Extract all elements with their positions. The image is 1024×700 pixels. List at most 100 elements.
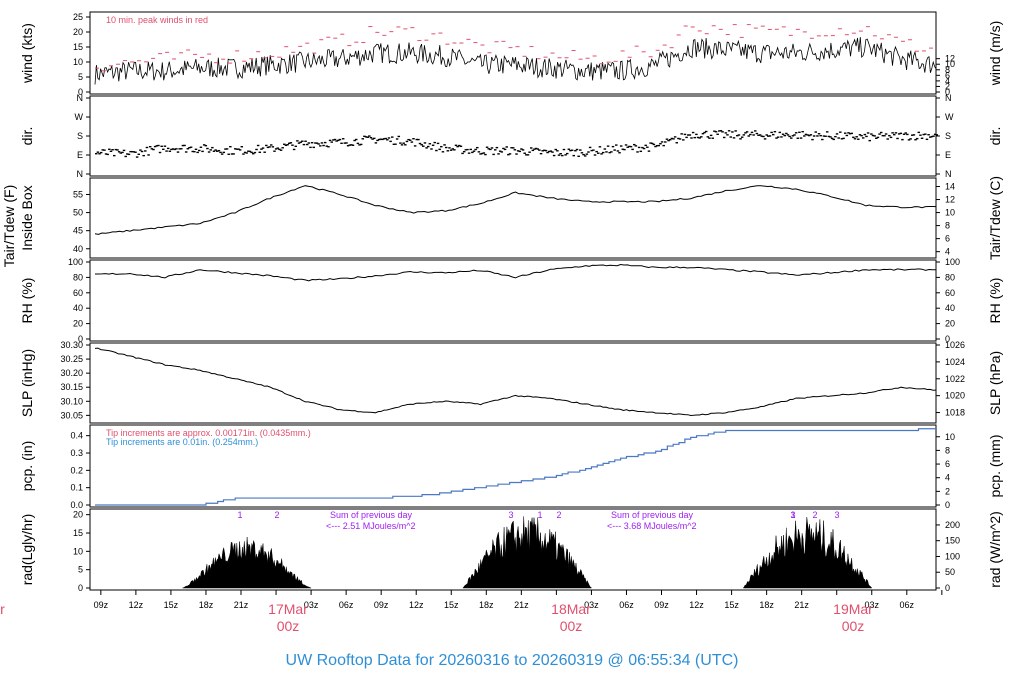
day-label-time: 00z — [277, 618, 300, 634]
ytick-label-right: 2 — [945, 81, 950, 91]
day-label-time: 00z — [842, 618, 865, 634]
wind-annotation: 10 min. peak winds in red — [106, 15, 208, 25]
ytick-label-left: 0.3 — [70, 448, 83, 458]
ylabel-right-temp: Tair/Tdew (C) — [987, 176, 1003, 260]
ylabel-left-rad: rad(Lgly/hr) — [19, 514, 35, 586]
ytick-label-left: E — [77, 150, 83, 160]
xtick-label: 21z — [514, 600, 529, 610]
ytick-label-right: 2 — [945, 486, 950, 496]
ytick-label-left: 25 — [73, 12, 83, 22]
ylabel-right-rh: RH (%) — [987, 278, 1003, 324]
ytick-label-right: N — [945, 169, 952, 179]
xtick-label: 09z — [654, 600, 669, 610]
ytick-label-left: 40 — [73, 244, 83, 254]
ylabel-right-rad: rad (W/m^2) — [987, 511, 1003, 588]
ytick-label-left: 40 — [73, 303, 83, 313]
ytick-label-left: 30.30 — [60, 340, 83, 350]
ytick-label-right: 10 — [945, 208, 955, 218]
ytick-label-right: 12 — [945, 54, 955, 64]
ytick-label-left: 100 — [68, 257, 83, 267]
radiation-marker: 2 — [812, 510, 817, 520]
xtick-label: 09z — [374, 600, 389, 610]
panel-frames — [89, 11, 937, 591]
ytick-label-right: 1022 — [945, 374, 965, 384]
temperature-trace — [94, 185, 937, 235]
ytick-label-right: 4 — [945, 473, 950, 483]
ytick-label-right: 1020 — [945, 391, 965, 401]
ytick-label-right: 200 — [945, 520, 960, 530]
ylabel-left-temp: Tair/Tdew (F) — [1, 185, 17, 267]
ytick-label-right: 0 — [945, 334, 950, 344]
radiation-marker: 3 — [790, 510, 795, 520]
ytick-label-right: 100 — [945, 257, 960, 267]
ytick-label-right: 150 — [945, 536, 960, 546]
day-label-time: 00z — [560, 618, 583, 634]
xtick-label: 15z — [724, 600, 739, 610]
ytick-label-right: 1026 — [945, 340, 965, 350]
ytick-label-left: 5 — [78, 72, 83, 82]
xtick-label: 21z — [234, 600, 249, 610]
radiation-marker: 3 — [834, 510, 839, 520]
radiation-marker: 2 — [274, 510, 279, 520]
ytick-label-left: 0.1 — [70, 483, 83, 493]
wind-speed-trace — [94, 37, 937, 85]
xtick-label: 12z — [689, 600, 704, 610]
ytick-label-right: 12 — [945, 195, 955, 205]
ytick-label-left: 15 — [73, 42, 83, 52]
xtick-label: 06z — [900, 600, 915, 610]
ytick-label-left: 20 — [73, 510, 83, 520]
ytick-label-right: 0 — [945, 87, 950, 97]
panel-frame-rh — [89, 259, 937, 342]
ytick-label-right: 8 — [945, 221, 950, 231]
xtick-label: 15z — [164, 600, 179, 610]
ytick-label-right: 40 — [945, 303, 955, 313]
ytick-label-right: 6 — [945, 234, 950, 244]
ylabel-right-dir: dir. — [987, 127, 1003, 146]
ytick-label-right: 8 — [945, 65, 950, 75]
rad-annotation-day1-b: <--- 2.51 MJoules/m^2 — [326, 521, 416, 531]
ytick-label-left: 60 — [73, 288, 83, 298]
ytick-label-right: 50 — [945, 567, 955, 577]
radiation-marker: 1 — [537, 510, 542, 520]
precip-trace — [95, 428, 936, 506]
panel-frame-slp — [89, 342, 937, 424]
xtick-label: 03z — [584, 600, 599, 610]
axis-ticks — [86, 16, 943, 595]
ylabel-left-rh: RH (%) — [19, 278, 35, 324]
radiation-marker: 3 — [508, 510, 513, 520]
ylabel-right-slp: SLP (hPa) — [987, 351, 1003, 415]
pcp-annotation-big: Tip increments are 0.01in. (0.254mm.) — [106, 437, 258, 447]
ytick-label-right: 8 — [945, 445, 950, 455]
ylabel-left-dir: dir. — [19, 127, 35, 146]
panel-frame-wind — [89, 11, 937, 95]
ytick-label-right: 20 — [945, 319, 955, 329]
ytick-label-right: 60 — [945, 288, 955, 298]
ytick-label-right: 14 — [945, 182, 955, 192]
xtick-label: 06z — [339, 600, 354, 610]
ytick-label-left: N — [77, 169, 84, 179]
radiation-marker: 1 — [237, 510, 242, 520]
ytick-label-right: 4 — [945, 76, 950, 86]
ytick-label-right: W — [945, 112, 954, 122]
ytick-label-left: 10 — [73, 57, 83, 67]
ytick-label-right: S — [945, 131, 951, 141]
ytick-label-left: 30.20 — [60, 368, 83, 378]
day-label-date: 19Mar — [833, 601, 873, 617]
ylabel-left-slp: SLP (inHg) — [19, 349, 35, 417]
xtick-label: 21z — [794, 600, 809, 610]
radiation-marker: 1 — [790, 510, 795, 520]
slp-trace — [94, 347, 937, 417]
ytick-label-right: 10 — [945, 432, 955, 442]
xtick-label: 12z — [129, 600, 144, 610]
ytick-label-right: 6 — [945, 70, 950, 80]
xtick-label: 06z — [619, 600, 634, 610]
xtick-label: 12z — [409, 600, 424, 610]
xtick-label: 03z — [304, 600, 319, 610]
ytick-label-left: 20 — [73, 319, 83, 329]
ytick-label-left: 50 — [73, 208, 83, 218]
xtick-label: 15z — [444, 600, 459, 610]
figure-title: UW Rooftop Data for 20260316 to 20260319… — [286, 652, 739, 669]
ytick-label-left: 15 — [73, 528, 83, 538]
ytick-label-right: 0 — [945, 500, 950, 510]
